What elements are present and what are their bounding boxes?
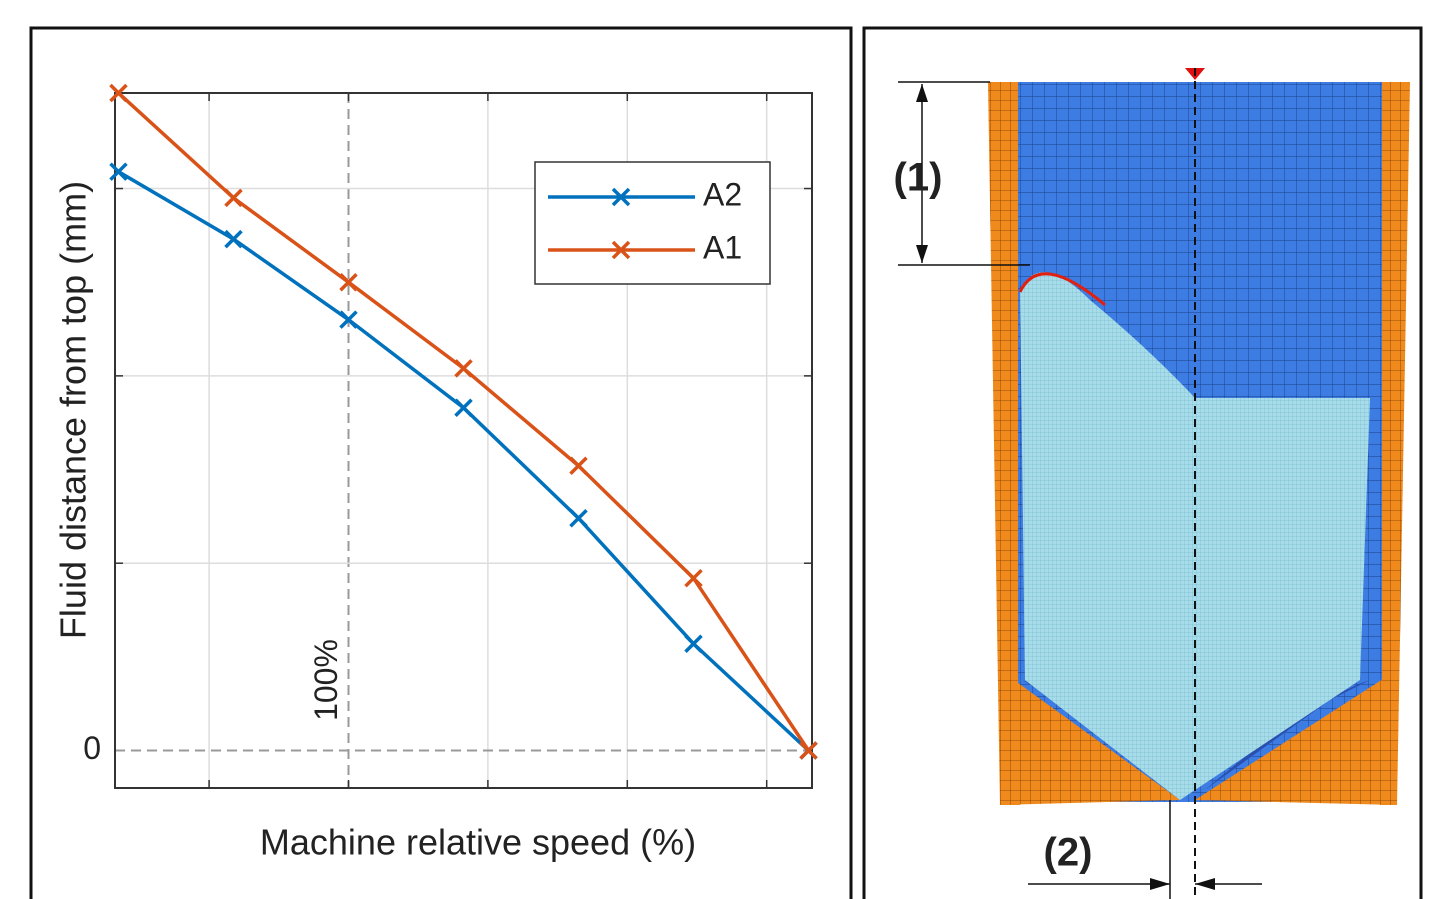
y-tick-label: 0 — [83, 730, 101, 766]
marker — [611, 240, 631, 260]
x-tick-label: 100% — [308, 639, 344, 721]
annotation-label: (2) — [1044, 831, 1093, 875]
right-panel-frame — [862, 26, 1423, 899]
marker — [454, 359, 473, 378]
marker — [569, 509, 588, 528]
left-panel-frame — [29, 26, 853, 899]
y-axis-label: Fluid distance from top (mm) — [53, 181, 94, 639]
marker — [684, 634, 703, 653]
x-axis-label: Machine relative speed (%) — [260, 822, 696, 863]
marker — [224, 188, 243, 208]
annotation-label: (1) — [894, 156, 943, 200]
legend-label: A1 — [703, 229, 742, 265]
marker — [339, 272, 358, 292]
marker — [569, 456, 588, 476]
marker — [109, 83, 128, 103]
marker — [109, 162, 128, 181]
marker — [224, 229, 243, 249]
legend-label: A2 — [703, 176, 742, 212]
simulation-image — [898, 68, 1410, 899]
legend-box — [534, 161, 771, 285]
marker — [684, 568, 703, 588]
marker — [799, 741, 818, 760]
axes-box — [114, 92, 813, 789]
marker — [454, 398, 473, 417]
marker — [611, 187, 631, 207]
marker — [339, 310, 358, 329]
